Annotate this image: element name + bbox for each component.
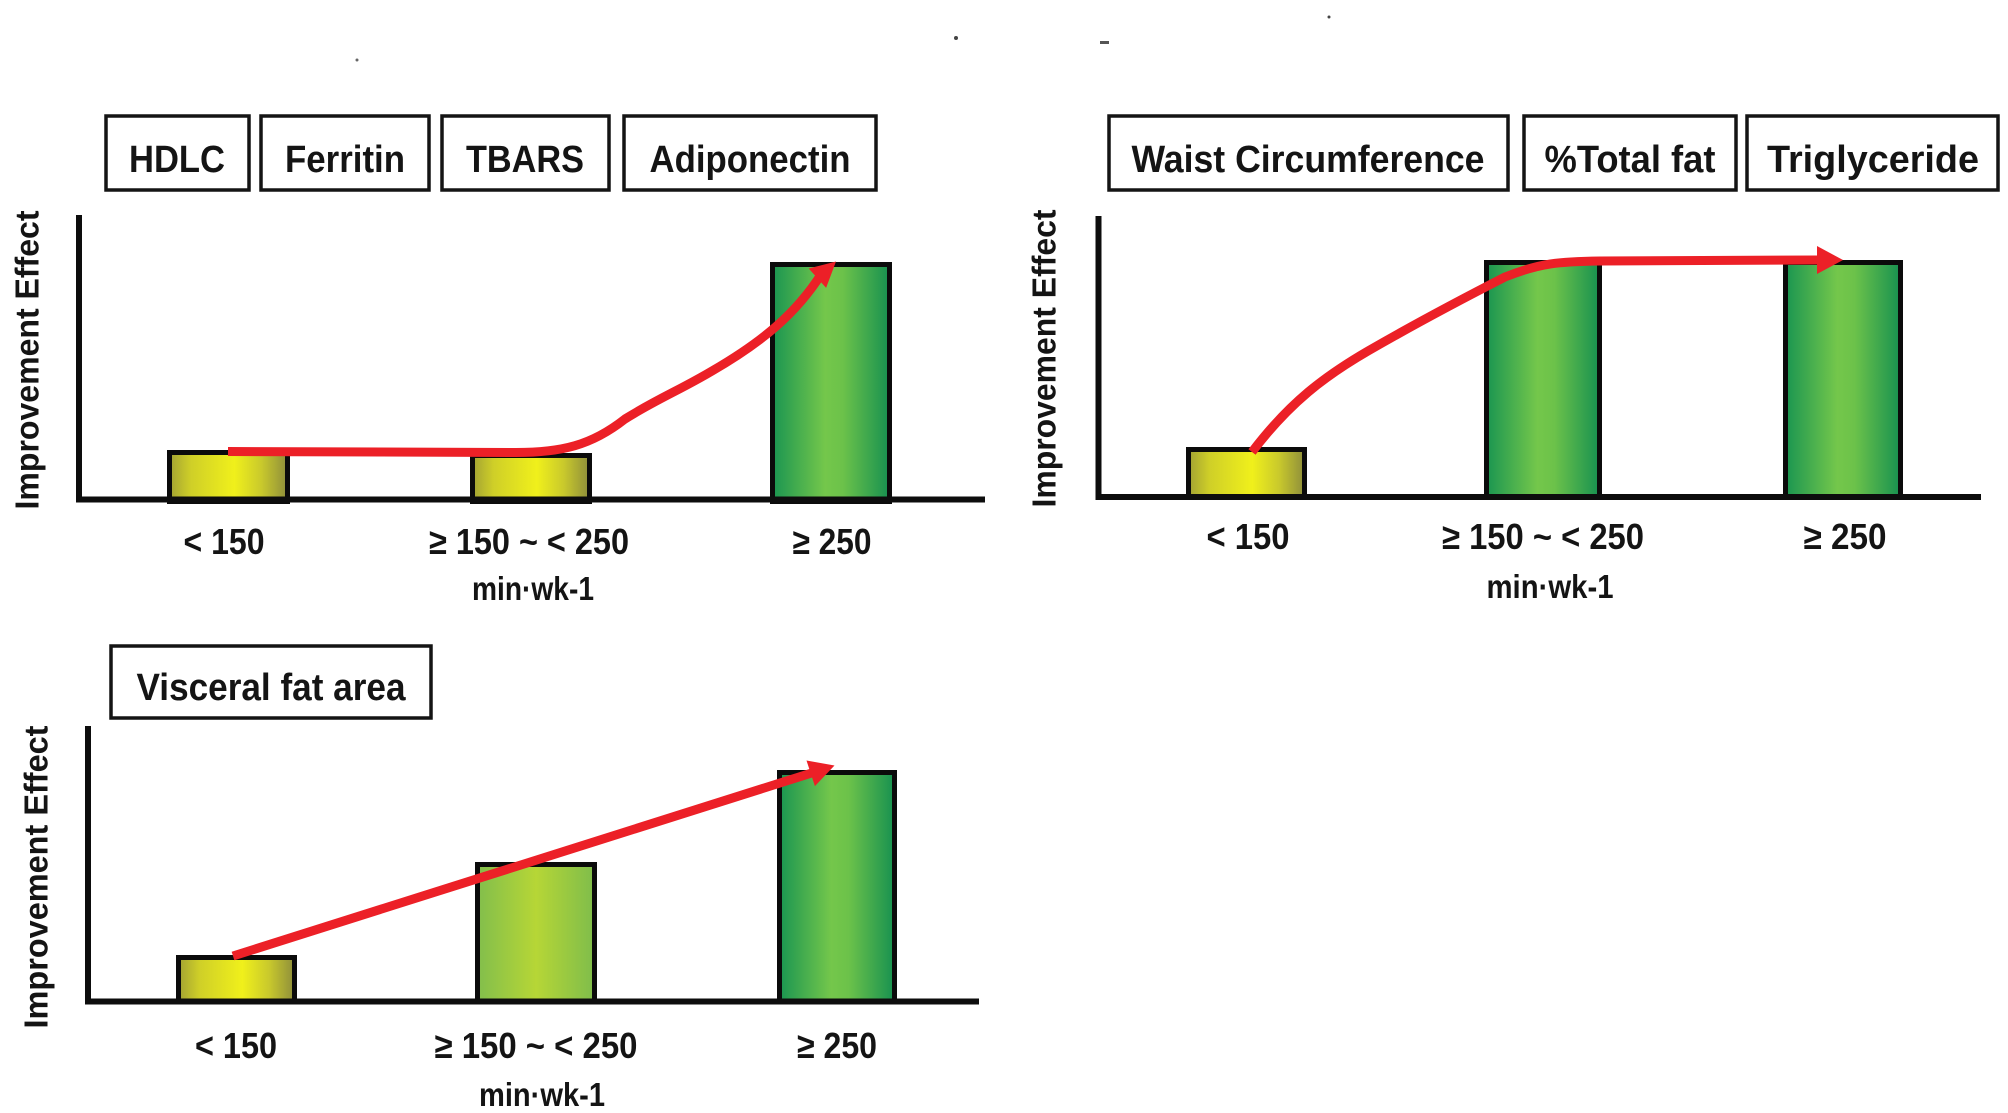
svg-text:Triglyceride: Triglyceride — [1767, 139, 1979, 181]
svg-text:min·wk-1: min·wk-1 — [479, 1076, 605, 1113]
svg-text:Improvement Effect: Improvement Effect — [1026, 209, 1063, 507]
svg-text:min·wk-1: min·wk-1 — [1487, 568, 1614, 605]
svg-text:≥ 150 ~ < 250: ≥ 150 ~ < 250 — [1442, 516, 1644, 557]
svg-text:< 150: < 150 — [1207, 516, 1290, 557]
svg-text:Improvement Effect: Improvement Effect — [9, 210, 46, 509]
svg-text:< 150: < 150 — [195, 1025, 277, 1066]
svg-text:≥ 150 ~ < 250: ≥ 150 ~ < 250 — [429, 521, 629, 562]
svg-text:HDLC: HDLC — [129, 139, 225, 181]
svg-text:Visceral fat area: Visceral fat area — [137, 667, 407, 709]
svg-text:min·wk-1: min·wk-1 — [472, 570, 594, 607]
svg-text:TBARS: TBARS — [466, 139, 584, 181]
svg-text:< 150: < 150 — [184, 521, 265, 562]
svg-text:Improvement Effect: Improvement Effect — [18, 725, 55, 1028]
svg-text:Waist Circumference: Waist Circumference — [1132, 139, 1485, 181]
svg-text:Ferritin: Ferritin — [285, 139, 405, 181]
svg-text:≥ 250: ≥ 250 — [1804, 516, 1887, 557]
svg-text:≥ 150 ~ < 250: ≥ 150 ~ < 250 — [435, 1025, 638, 1066]
svg-text:%Total fat: %Total fat — [1545, 139, 1716, 181]
svg-text:Adiponectin: Adiponectin — [650, 139, 851, 181]
svg-text:≥ 250: ≥ 250 — [793, 521, 872, 562]
svg-text:≥ 250: ≥ 250 — [797, 1025, 877, 1066]
